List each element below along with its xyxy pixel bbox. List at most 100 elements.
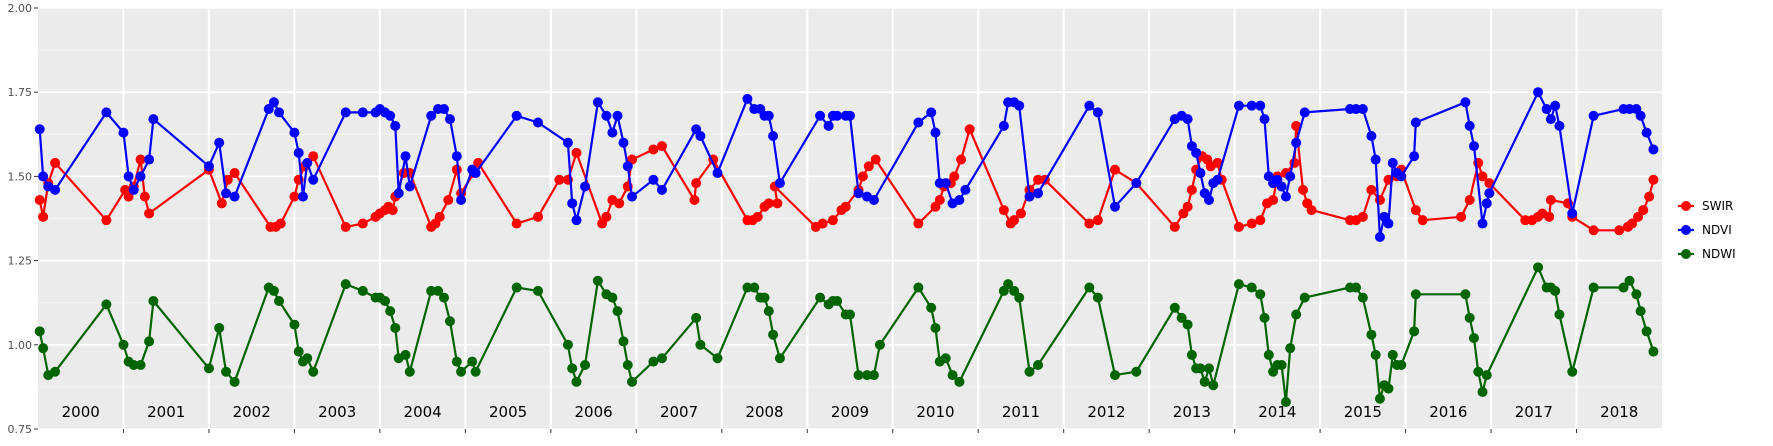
ndwi-data-point (862, 370, 873, 381)
ndvi-data-point (1285, 171, 1296, 182)
ndvi-data-point (1191, 147, 1202, 158)
year-label: 2003 (318, 403, 356, 421)
swir-data-point (1255, 215, 1266, 226)
swir-data-point (614, 198, 625, 209)
ndvi-data-point (101, 107, 112, 118)
y-tick-label: 1.25 (8, 255, 33, 268)
legend-key-point-ndwi (1681, 249, 1691, 259)
ndwi-data-point (1092, 292, 1103, 303)
swir-data-point (1233, 221, 1244, 232)
ndwi-data-point (135, 360, 146, 371)
ndvi-data-point (357, 107, 368, 118)
ndvi-data-point (607, 127, 618, 138)
ndwi-data-point (1383, 383, 1394, 394)
ndvi-data-point (1246, 100, 1257, 111)
ndvi-data-point (1533, 87, 1544, 98)
ndvi-data-point (297, 191, 308, 202)
ndvi-data-point (1624, 104, 1635, 115)
ndwi-data-point (868, 370, 879, 381)
ndvi-data-point (533, 117, 544, 128)
swir-data-point (1357, 211, 1368, 222)
ndwi-data-point (101, 299, 112, 310)
ndwi-data-point (1084, 282, 1095, 293)
ndwi-data-point (1481, 370, 1492, 381)
ndwi-data-point (289, 319, 300, 330)
ndvi-data-point (308, 174, 319, 185)
swir-data-point (1544, 211, 1555, 222)
ndvi-data-point (1182, 114, 1193, 125)
ndvi-data-point (148, 114, 159, 125)
ndwi-data-point (1246, 282, 1257, 293)
ndvi-data-point (742, 93, 753, 104)
swir-data-point (34, 194, 45, 205)
ndwi-data-point (930, 322, 941, 333)
ndwi-data-point (1554, 309, 1565, 320)
ndwi-data-point (648, 356, 659, 367)
ndwi-data-point (1014, 292, 1025, 303)
ndvi-data-point (144, 154, 155, 165)
ndwi-data-point (293, 346, 304, 357)
year-label: 2006 (574, 403, 612, 421)
ndvi-data-point (571, 215, 582, 226)
ndvi-data-point (1255, 100, 1266, 111)
ndwi-data-point (451, 356, 462, 367)
swir-data-point (533, 211, 544, 222)
ndwi-data-point (1588, 282, 1599, 293)
ndwi-data-point (426, 285, 437, 296)
ndvi-data-point (601, 110, 612, 121)
ndwi-data-point (749, 282, 760, 293)
ndvi-data-point (1370, 154, 1381, 165)
ndwi-data-point (229, 376, 240, 387)
swir-data-point (139, 191, 150, 202)
ndwi-data-point (759, 292, 770, 303)
swir-data-point (1374, 194, 1385, 205)
grid-lines (38, 7, 1662, 430)
swir-data-point (1417, 215, 1428, 226)
ndvi-data-point (768, 130, 779, 141)
ndwi-data-point (385, 306, 396, 317)
ndwi-data-point (567, 363, 578, 374)
ndvi-data-point (940, 178, 951, 189)
year-label: 2012 (1087, 403, 1125, 421)
year-label: 2010 (916, 403, 954, 421)
swir-data-point (857, 171, 868, 182)
ndvi-data-point (511, 110, 522, 121)
ndvi-data-point (1554, 120, 1565, 131)
ndvi-data-point (293, 147, 304, 158)
ndwi-data-point (50, 366, 61, 377)
ndwi-data-point (118, 339, 129, 350)
ndwi-data-point (1259, 312, 1270, 323)
ndvi-data-point (439, 104, 449, 115)
ndwi-data-point (926, 302, 937, 313)
swir-data-point (357, 218, 368, 229)
swir-data-point (763, 198, 774, 209)
ndvi-data-point (340, 107, 351, 118)
ndwi-data-point (1635, 306, 1646, 317)
ndwi-data-point (612, 306, 623, 317)
y-tick-label: 0.75 (8, 423, 33, 436)
ndvi-data-point (404, 181, 415, 192)
ndwi-data-point (221, 366, 232, 377)
swir-data-point (216, 198, 227, 209)
ndwi-data-point (571, 376, 582, 387)
ndvi-data-point (612, 110, 623, 121)
ndvi-data-point (868, 194, 879, 205)
ndvi-data-point (1357, 104, 1368, 115)
swir-data-point (1084, 218, 1095, 229)
swir-data-point (601, 211, 612, 222)
ndwi-data-point (308, 366, 319, 377)
ndwi-data-point (274, 296, 285, 307)
ndvi-data-point (38, 171, 49, 182)
swir-data-point (101, 215, 112, 226)
ndwi-data-point (627, 376, 638, 387)
ndwi-data-point (768, 329, 779, 340)
swir-data-point (913, 218, 924, 229)
ndvi-data-point (1131, 178, 1142, 189)
swir-data-point (1268, 194, 1279, 205)
ndwi-data-point (1648, 346, 1659, 357)
ndvi-data-point (1233, 100, 1244, 111)
year-label: 2015 (1344, 403, 1382, 421)
ndvi-data-point (1477, 218, 1488, 229)
ndwi-data-point (592, 275, 603, 286)
